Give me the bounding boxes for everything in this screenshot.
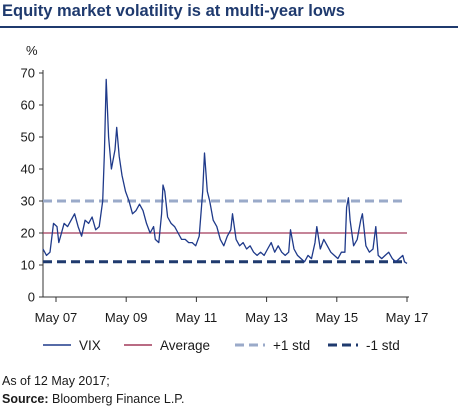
legend-label: Average <box>160 338 210 353</box>
y-tick-label: 20 <box>21 226 35 241</box>
notes: As of 12 May 2017; Source: Bloomberg Fin… <box>2 372 185 408</box>
reference-lines <box>43 199 407 264</box>
source-note: Source: Bloomberg Finance L.P. <box>2 390 185 408</box>
legend-label: +1 std <box>273 338 310 353</box>
source-text: Bloomberg Finance L.P. <box>48 392 185 406</box>
x-tick-label: May 07 <box>35 310 78 325</box>
y-tick-label: 70 <box>21 66 35 81</box>
y-tick-label: 10 <box>21 258 35 273</box>
x-tick-label: May 11 <box>176 310 218 325</box>
y-tick-label: 50 <box>21 130 35 145</box>
y-axis-label: % <box>26 43 38 58</box>
title-divider <box>0 26 458 28</box>
legend: VIX Average +1 std -1 std <box>43 338 400 353</box>
x-tick-label: May 09 <box>105 310 148 325</box>
series-line-vix <box>42 78 408 264</box>
y-tick-label: 60 <box>21 98 35 113</box>
y-tick-label: 40 <box>21 162 35 177</box>
chart: % 0 10 20 30 40 50 60 70 May 07 May 09 May 11 May 1… <box>21 43 429 353</box>
as-of-note: As of 12 May 2017; <box>2 374 110 388</box>
legend-label: -1 std <box>366 338 400 353</box>
legend-label: VIX <box>79 338 101 353</box>
x-tick-label: May 13 <box>245 310 288 325</box>
chart-title: Equity market volatility is at multi-yea… <box>2 2 345 20</box>
series-lines <box>42 78 408 264</box>
y-tick-label: 0 <box>28 290 35 305</box>
axes: 0 10 20 30 40 50 60 70 May 07 May 09 May 11 May 13 M… <box>21 66 429 326</box>
x-tick-label: May 17 <box>386 310 429 325</box>
y-tick-label: 30 <box>21 194 35 209</box>
source-label: Source: <box>2 392 49 406</box>
x-tick-label: May 15 <box>315 310 358 325</box>
